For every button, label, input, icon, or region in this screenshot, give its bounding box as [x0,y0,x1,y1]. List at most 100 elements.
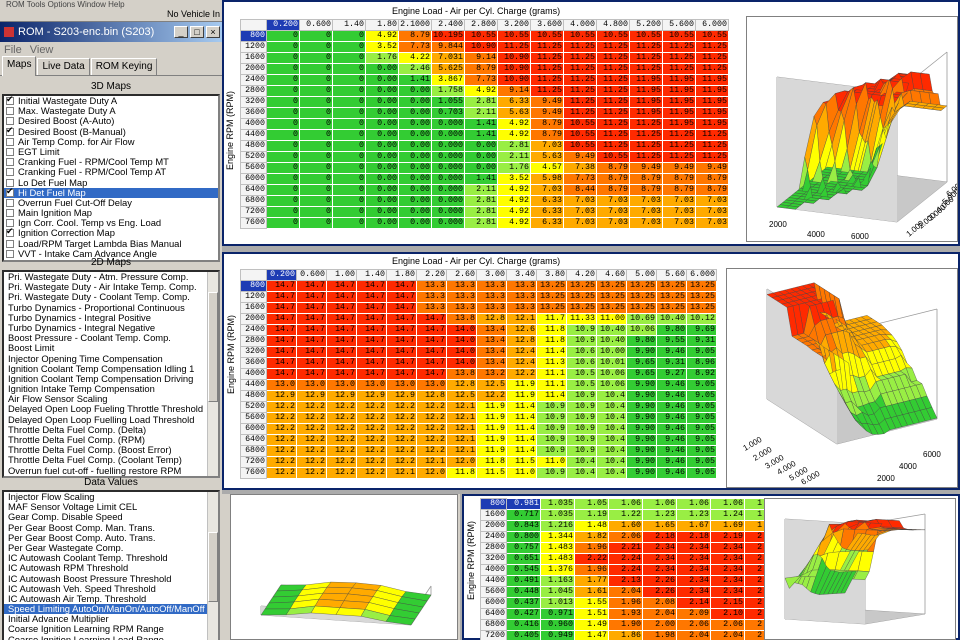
map-cell[interactable]: 13.0 [326,379,357,391]
map-cell[interactable]: 12.5 [476,379,507,391]
map-cell[interactable]: 11.25 [695,41,729,53]
map-cell[interactable]: 12.5 [446,390,477,402]
map-cell[interactable]: 2.26 [642,586,677,598]
column-header[interactable]: 3.00 [476,269,507,281]
map-cell[interactable]: 7.03 [629,217,663,229]
map-cell[interactable]: 13.8 [446,368,477,380]
map-cell[interactable]: 12.2 [386,412,417,424]
map-cell[interactable]: 0 [332,96,366,108]
map-cell[interactable]: 13.25 [536,302,567,314]
map-3d-item[interactable]: Ign Corr. Cool. Temp vs Eng. Load [4,218,218,228]
map-cell[interactable]: 10.9 [536,467,567,479]
map-cell[interactable]: 12.2 [296,412,327,424]
row-header[interactable]: 7200 [240,456,267,468]
map-cell[interactable]: 1.06 [608,498,643,510]
map-cell[interactable]: 12.2 [386,445,417,457]
map-cell[interactable]: 14.7 [356,335,387,347]
row-header[interactable]: 800 [240,30,267,42]
map-cell[interactable]: 11.95 [695,85,729,97]
map-cell[interactable]: 11.25 [695,140,729,152]
map-cell[interactable]: 0.437 [506,597,541,609]
data-value-item[interactable]: Coarse Ignition Learning RPM Range [4,624,218,634]
map-cell[interactable]: 7.03 [596,206,630,218]
map-cell[interactable]: 12.1 [386,467,417,479]
row-header[interactable]: 2000 [240,313,267,325]
map-cell[interactable]: 0 [332,30,366,42]
map-cell[interactable]: 4.92 [497,195,531,207]
map-cell[interactable]: 0.00 [365,162,399,174]
map-cell[interactable]: 1.41 [398,74,432,86]
map-cell[interactable]: 13.25 [596,302,627,314]
map-cell[interactable]: 0 [299,52,333,64]
map-cell[interactable]: 4.92 [497,118,531,130]
map-cell[interactable]: 12.1 [446,423,477,435]
row-header[interactable]: 2400 [240,324,267,336]
map-cell[interactable]: 1.41 [464,129,498,141]
map-cell[interactable]: 1.41 [464,173,498,185]
map-cell[interactable]: 2.06 [676,619,711,631]
map-cell[interactable]: 10.55 [563,140,597,152]
map-cell[interactable]: 9.90 [626,445,657,457]
map-cell[interactable]: 12.4 [506,357,537,369]
map-2d-item[interactable]: Ignition Coolant Temp Compensation Drivi… [4,374,218,384]
column-header[interactable]: 4.60 [596,269,627,281]
column-header[interactable]: 4.20 [566,269,597,281]
map-cell[interactable]: 9.69 [686,324,717,336]
row-header[interactable]: 6000 [480,597,507,609]
map-cell[interactable]: 8.79 [629,173,663,185]
map-cell[interactable]: 13.3 [506,302,537,314]
map-cell[interactable]: 11.25 [563,52,597,64]
column-header[interactable]: 2.20 [416,269,447,281]
map-cell[interactable]: 14.7 [326,324,357,336]
map-checkbox[interactable] [6,137,14,146]
map-cell[interactable]: 1.035 [540,498,575,510]
map-cell[interactable]: 9.90 [626,379,657,391]
map-cell[interactable]: 2.81 [464,96,498,108]
map-cell[interactable]: 11.9 [506,379,537,391]
map-cell[interactable]: 2.13 [608,575,643,587]
map-cell[interactable]: 1.22 [608,509,643,521]
map-cell[interactable]: 3.52 [365,41,399,53]
row-header[interactable]: 5600 [480,586,507,598]
map-cell[interactable]: 13.4 [476,357,507,369]
map-cell[interactable]: 10.9 [536,401,567,413]
column-header[interactable]: 1.80 [365,19,399,31]
data-value-item[interactable]: IC Autowash Boost Pressure Threshold [4,574,218,584]
map-cell[interactable]: 11.25 [530,41,564,53]
close-icon[interactable]: × [206,26,220,38]
map-cell[interactable]: 10.9 [566,423,597,435]
map-cell[interactable]: 1.24 [710,509,745,521]
map-cell[interactable]: 14.0 [446,346,477,358]
map-cell[interactable]: 1.035 [540,509,575,521]
map-cell[interactable]: 11.25 [563,107,597,119]
map-cell[interactable]: 0 [299,217,333,229]
map4-3d-plot[interactable] [230,494,458,640]
map-cell[interactable]: 12.9 [356,390,387,402]
map-cell[interactable]: 11.25 [596,129,630,141]
map-cell[interactable]: 11.25 [596,85,630,97]
map-cell[interactable]: 12.2 [266,445,297,457]
map-cell[interactable]: 0.981 [506,498,541,510]
map-cell[interactable]: 9.80 [656,324,687,336]
map-cell[interactable]: 2.34 [642,564,677,576]
row-header[interactable]: 4000 [480,564,507,576]
map-cell[interactable]: 14.7 [356,280,387,292]
map-cell[interactable]: 10.4 [596,423,627,435]
column-header[interactable]: 2.400 [431,19,465,31]
map-cell[interactable]: 10.55 [596,151,630,163]
map-cell[interactable]: 11.25 [695,129,729,141]
map-cell[interactable]: 10.40 [596,324,627,336]
map-3d-item[interactable]: Initial Wastegate Duty A [4,96,218,106]
map-cell[interactable]: 7.03 [695,195,729,207]
map-cell[interactable]: 7.03 [530,184,564,196]
data-value-item[interactable]: Per Gear Boost Comp. Man. Trans. [4,523,218,533]
map-cell[interactable]: 0.000 [431,118,465,130]
map-cell[interactable]: 11.25 [530,52,564,64]
map-cell[interactable]: 2.24 [608,553,643,565]
map-3d-item[interactable]: Main Ignition Map [4,208,218,218]
map-cell[interactable]: 12.2 [296,467,327,479]
map-cell[interactable]: 0.000 [431,195,465,207]
row-header[interactable]: 800 [480,498,507,510]
data-value-item[interactable]: MAF Sensor Voltage Limit CEL [4,502,218,512]
row-header[interactable]: 4800 [240,140,267,152]
